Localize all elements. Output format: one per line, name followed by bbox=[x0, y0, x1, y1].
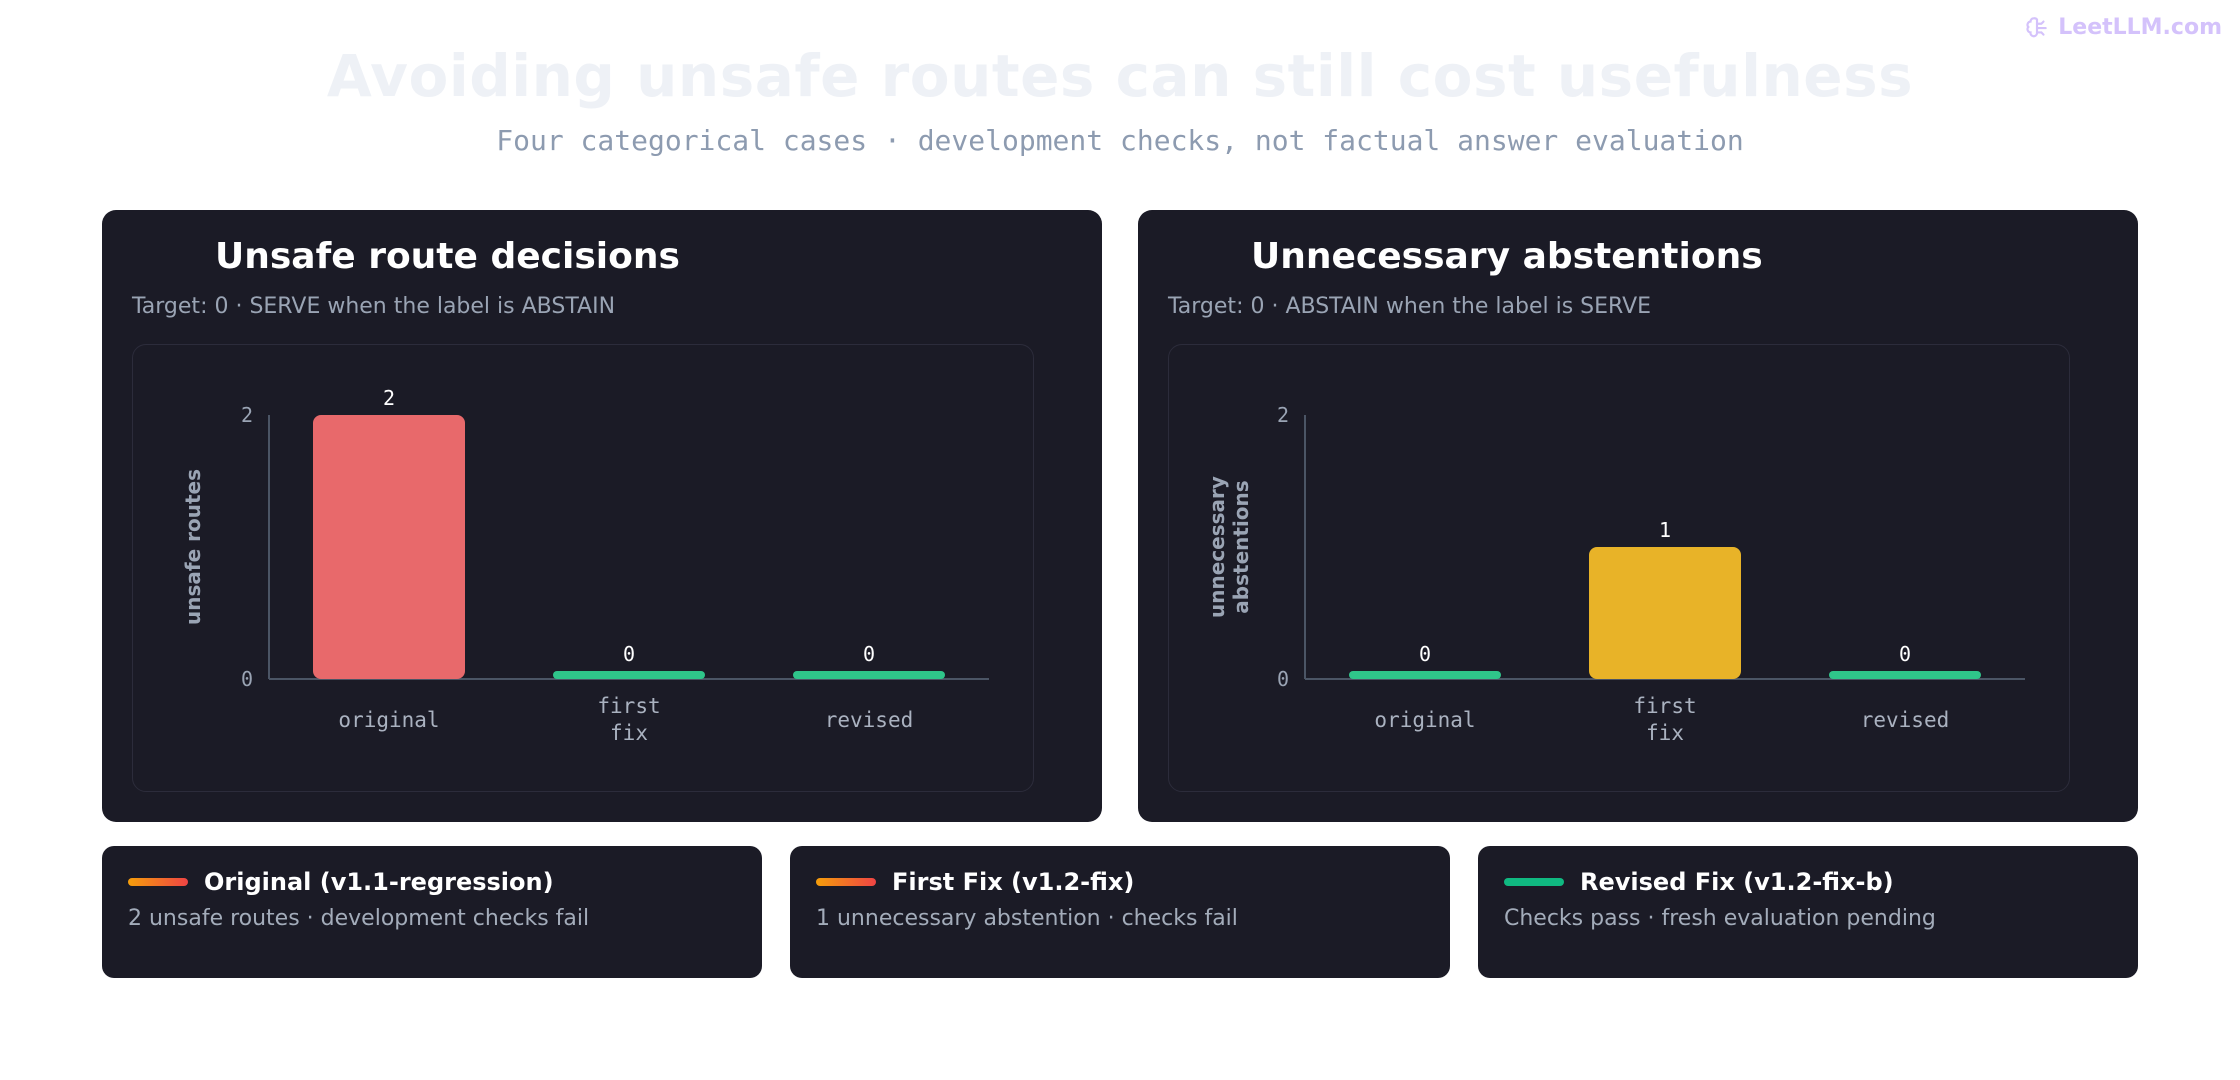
brain-icon bbox=[2026, 17, 2047, 38]
legend-card-first-fix: First Fix (v1.2-fix) 1 unnecessary abste… bbox=[790, 846, 1450, 978]
chart-frame: 0 2 unsafe routes 2 original 0 first fix 0 revise… bbox=[132, 344, 1034, 792]
x-tick-label: revised bbox=[825, 708, 914, 732]
data-label: 0 bbox=[863, 642, 875, 666]
x-tick-label: revised bbox=[1861, 708, 1950, 732]
bar-0 bbox=[313, 415, 465, 679]
card-title: First Fix (v1.2-fix) bbox=[892, 868, 1135, 896]
x-tick-label: first fix bbox=[1633, 694, 1696, 745]
data-label: 1 bbox=[1659, 518, 1671, 542]
bar-2 bbox=[1829, 671, 1981, 679]
bar-1 bbox=[1589, 547, 1741, 679]
card-text: 2 unsafe routes · development checks fai… bbox=[128, 906, 590, 931]
data-label: 0 bbox=[623, 642, 635, 666]
x-tick-label: original bbox=[338, 708, 439, 732]
unnecessary-abstentions-chart: 0 2 unnecessaryabstentions 0 original 1 first f… bbox=[1205, 403, 2025, 745]
orange-swatch bbox=[128, 878, 188, 886]
data-label: 0 bbox=[1899, 642, 1911, 666]
brand-logo[interactable]: LeetLLM.com bbox=[2024, 14, 2222, 40]
y-axis-label: unnecessaryabstentions bbox=[1205, 476, 1253, 618]
unsafe-routes-chart: 0 2 unsafe routes 2 original 0 first fix 0 revise… bbox=[181, 386, 989, 745]
card-title: Revised Fix (v1.2-fix-b) bbox=[1580, 868, 1894, 896]
page-title: Avoiding unsafe routes can still cost us… bbox=[326, 42, 1914, 110]
panel-description: Target: 0 · SERVE when the label is ABST… bbox=[132, 294, 616, 319]
bar-2 bbox=[793, 671, 945, 679]
unnecessary-abstentions-panel: Unnecessary abstentions Target: 0 · ABST… bbox=[1138, 210, 2138, 822]
orange-swatch bbox=[816, 878, 876, 886]
x-tick-label: first fix bbox=[597, 694, 660, 745]
panel-title: Unnecessary abstentions bbox=[1251, 236, 1763, 277]
panel-description: Target: 0 · ABSTAIN when the label is SE… bbox=[1168, 294, 1652, 319]
y-tick-label: 0 bbox=[1277, 667, 1289, 691]
y-tick-label: 2 bbox=[1277, 403, 1289, 427]
card-text: 1 unnecessary abstention · checks fail bbox=[816, 906, 1238, 931]
unsafe-routes-panel: Unsafe route decisions Target: 0 · SERVE… bbox=[102, 210, 1102, 822]
data-label: 2 bbox=[383, 386, 395, 410]
data-label: 0 bbox=[1419, 642, 1431, 666]
y-axis-label: unsafe routes bbox=[181, 469, 205, 625]
page-subtitle: Four categorical cases · development che… bbox=[496, 124, 1744, 157]
y-tick-label: 2 bbox=[241, 403, 253, 427]
panel-title: Unsafe route decisions bbox=[215, 236, 680, 277]
brand-name: LeetLLM.com bbox=[2058, 14, 2222, 40]
bar-0 bbox=[1349, 671, 1501, 679]
chart-frame: 0 2 unnecessaryabstentions 0 original 1 first f… bbox=[1168, 344, 2070, 792]
green-swatch bbox=[1504, 878, 1564, 886]
legend-card-original: Original (v1.1-regression) 2 unsafe rout… bbox=[102, 846, 762, 978]
x-tick-label: original bbox=[1374, 708, 1475, 732]
legend-card-revised-fix: Revised Fix (v1.2-fix-b) Checks pass · f… bbox=[1478, 846, 2138, 978]
card-title: Original (v1.1-regression) bbox=[204, 868, 554, 896]
bar-1 bbox=[553, 671, 705, 679]
y-tick-label: 0 bbox=[241, 667, 253, 691]
card-text: Checks pass · fresh evaluation pending bbox=[1504, 906, 1936, 931]
